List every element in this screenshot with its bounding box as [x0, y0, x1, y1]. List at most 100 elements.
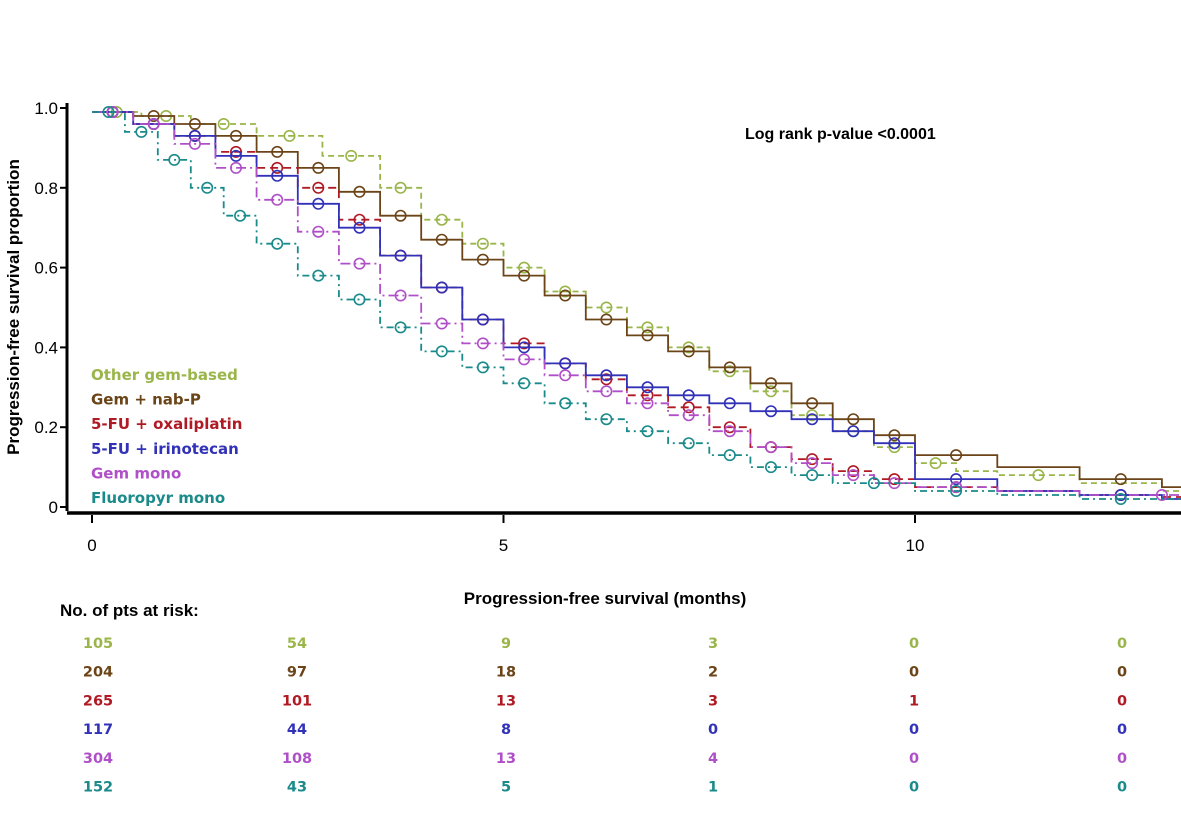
censor-mark-gem-mono: [435, 317, 448, 330]
risk-count: 3: [708, 693, 718, 709]
censor-mark-gem-mono: [476, 337, 489, 350]
censor-mark-gem-nab-p: [1114, 473, 1127, 486]
censor-mark-other-gem-based: [929, 457, 942, 470]
risk-count: 152: [83, 780, 113, 796]
risk-count: 108: [282, 751, 312, 767]
censor-mark-5-fu-irinotecan: [271, 169, 284, 182]
censor-mark-gem-nab-p: [394, 209, 407, 222]
y-tick-label: 0.4: [34, 338, 58, 357]
risk-count: 0: [1117, 665, 1127, 681]
risk-count: 1: [708, 780, 718, 796]
km-curve-other-gem-based: [92, 111, 1181, 492]
censor-mark-other-gem-based: [682, 341, 695, 354]
censor-mark-fluoropyr-mono: [168, 153, 181, 166]
x-tick-label: 5: [499, 536, 508, 555]
km-curve-fluoropyr-mono: [92, 111, 1181, 500]
censor-mark-5-fu-irinotecan: [394, 249, 407, 262]
censor-mark-gem-nab-p: [641, 329, 654, 342]
censor-mark-5-fu-irinotecan: [847, 425, 860, 438]
x-tick-label: 0: [87, 536, 96, 555]
censor-mark-other-gem-based: [394, 181, 407, 194]
censor-mark-gem-mono: [106, 106, 119, 119]
y-axis-label: Progression-free survival proportion: [4, 159, 23, 455]
censor-mark-gem-nab-p: [230, 129, 243, 142]
risk-count: 0: [1117, 722, 1127, 738]
censor-mark-gem-mono: [147, 118, 160, 131]
censor-mark-gem-mono: [559, 369, 572, 382]
risk-count: 54: [287, 636, 307, 652]
censor-mark-gem-nab-p: [806, 397, 819, 410]
censor-mark-gem-nab-p: [764, 377, 777, 390]
censor-mark-gem-mono: [806, 457, 819, 470]
risk-count: 2: [708, 665, 718, 681]
censor-mark-5-fu-irinotecan: [353, 221, 366, 234]
risk-count: 1: [909, 693, 919, 709]
censor-mark-5-fu-oxaliplatin: [312, 181, 325, 194]
censor-mark-fluoropyr-mono: [135, 125, 148, 138]
censor-mark-other-gem-based: [806, 409, 819, 422]
censor-mark-gem-nab-p: [723, 361, 736, 374]
risk-count: 0: [909, 636, 919, 652]
censor-mark-fluoropyr-mono: [201, 181, 214, 194]
censor-mark-5-fu-irinotecan: [312, 197, 325, 210]
risk-count: 101: [282, 693, 312, 709]
censor-mark-5-fu-irinotecan: [682, 389, 695, 402]
censor-mark-5-fu-oxaliplatin: [682, 401, 695, 414]
censor-mark-fluoropyr-mono: [476, 361, 489, 374]
censor-mark-gem-mono: [312, 225, 325, 238]
risk-count: 13: [496, 751, 516, 767]
risk-count: 43: [287, 780, 307, 796]
risk-count: 0: [1117, 780, 1127, 796]
censor-mark-gem-nab-p: [518, 269, 531, 282]
censor-mark-gem-mono: [723, 425, 736, 438]
censor-mark-gem-mono: [764, 441, 777, 454]
censor-mark-gem-mono: [847, 469, 860, 482]
censor-mark-fluoropyr-mono: [641, 425, 654, 438]
risk-count: 0: [909, 665, 919, 681]
axes: 00.20.40.60.81.00510152025: [34, 99, 1181, 555]
risk-count: 44: [287, 722, 307, 738]
risk-count: 0: [1117, 636, 1127, 652]
censor-mark-gem-mono: [950, 481, 963, 494]
censor-mark-gem-mono: [394, 289, 407, 302]
censor-mark-other-gem-based: [641, 321, 654, 334]
km-curve-5-fu-irinotecan: [92, 111, 1181, 500]
x-tick-label: 10: [906, 536, 925, 555]
censor-mark-5-fu-oxaliplatin: [641, 389, 654, 402]
plot-area: [92, 106, 1181, 505]
censor-mark-fluoropyr-mono: [518, 377, 531, 390]
legend-entry: 5-FU + oxaliplatin: [91, 415, 242, 433]
risk-count: 0: [1117, 751, 1127, 767]
y-tick-label: 0.8: [34, 179, 58, 198]
y-tick-label: 0.2: [34, 418, 58, 437]
censor-mark-fluoropyr-mono: [353, 293, 366, 306]
censor-mark-5-fu-irinotecan: [435, 281, 448, 294]
censor-mark-5-fu-irinotecan: [950, 473, 963, 486]
censor-mark-fluoropyr-mono: [764, 461, 777, 474]
censor-mark-5-fu-irinotecan: [188, 129, 201, 142]
censor-mark-gem-nab-p: [312, 161, 325, 174]
censor-mark-5-fu-irinotecan: [600, 369, 613, 382]
censor-mark-other-gem-based: [888, 441, 901, 454]
censor-mark-gem-mono: [271, 193, 284, 206]
censor-mark-5-fu-irinotecan: [559, 357, 572, 370]
y-tick-label: 0.6: [34, 259, 58, 278]
censor-mark-gem-mono: [230, 161, 243, 174]
risk-count: 5: [501, 780, 511, 796]
censor-mark-fluoropyr-mono: [1114, 492, 1127, 505]
censor-mark-other-gem-based: [559, 285, 572, 298]
censor-mark-fluoropyr-mono: [234, 209, 247, 222]
risk-count: 0: [1117, 693, 1127, 709]
legend: Other gem-based Gem + nab-P 5-FU + oxalipl…: [91, 366, 242, 507]
censor-mark-fluoropyr-mono: [806, 469, 819, 482]
censor-mark-5-fu-irinotecan: [641, 381, 654, 394]
censor-mark-gem-mono: [1155, 488, 1168, 501]
legend-entry: Other gem-based: [91, 366, 238, 384]
risk-count: 13: [496, 693, 516, 709]
censor-mark-other-gem-based: [764, 385, 777, 398]
censor-mark-gem-nab-p: [147, 110, 160, 123]
censor-mark-gem-mono: [518, 353, 531, 366]
censor-mark-gem-mono: [641, 397, 654, 410]
y-tick-label: 0: [49, 498, 58, 517]
